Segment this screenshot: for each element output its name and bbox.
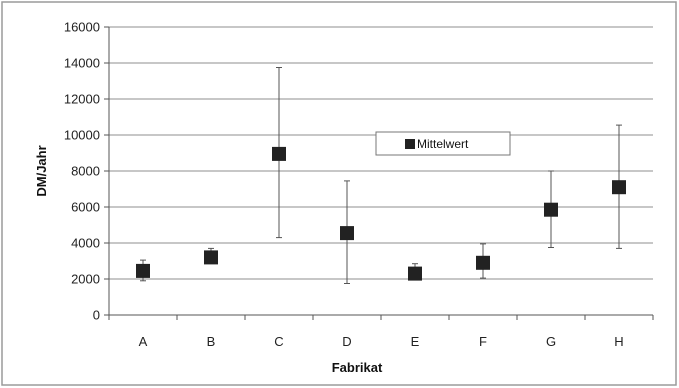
data-point bbox=[408, 266, 422, 281]
data-point bbox=[340, 226, 354, 241]
data-points bbox=[136, 146, 626, 281]
x-tick-label: B bbox=[207, 334, 216, 349]
data-point bbox=[612, 180, 626, 195]
y-axis-title: DM/Jahr bbox=[34, 145, 49, 196]
legend: Mittelwert bbox=[375, 131, 511, 156]
y-tick-label: 6000 bbox=[71, 200, 100, 215]
y-tick-label: 0 bbox=[93, 308, 100, 323]
y-tick-labels: 0 2000 4000 6000 8000 10000 12000 14000 16000 bbox=[64, 20, 100, 323]
data-point bbox=[476, 255, 490, 270]
y-tick-label: 10000 bbox=[64, 128, 100, 143]
x-tick-label: H bbox=[614, 334, 623, 349]
x-tick-label: A bbox=[139, 334, 148, 349]
y-tick-label: 4000 bbox=[71, 236, 100, 251]
legend-marker bbox=[405, 139, 415, 149]
y-tick-label: 2000 bbox=[71, 272, 100, 287]
data-point bbox=[204, 250, 218, 265]
data-point bbox=[136, 263, 150, 278]
y-tick-label: 16000 bbox=[64, 20, 100, 35]
data-point bbox=[272, 146, 286, 161]
x-tick-label: D bbox=[342, 334, 351, 349]
x-tick-label: F bbox=[479, 334, 487, 349]
x-tick-label: E bbox=[411, 334, 420, 349]
y-tick-label: 14000 bbox=[64, 56, 100, 71]
x-tick-labels: A B C D E F G H bbox=[139, 334, 624, 349]
x-tick-label: C bbox=[274, 334, 283, 349]
y-tick-label: 12000 bbox=[64, 92, 100, 107]
legend-box bbox=[375, 131, 511, 156]
gridlines bbox=[104, 26, 653, 316]
legend-label: Mittelwert bbox=[417, 137, 469, 151]
y-tick-label: 8000 bbox=[71, 164, 100, 179]
axes bbox=[108, 27, 654, 320]
data-point bbox=[544, 202, 558, 217]
x-axis-title: Fabrikat bbox=[332, 360, 383, 375]
x-tick-label: G bbox=[546, 334, 556, 349]
